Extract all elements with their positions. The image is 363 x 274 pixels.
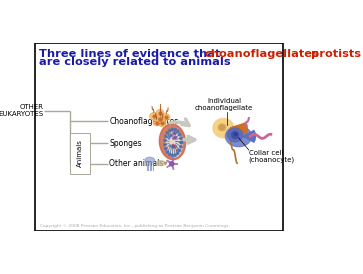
Circle shape bbox=[180, 141, 183, 144]
Circle shape bbox=[165, 135, 167, 138]
Circle shape bbox=[174, 129, 176, 131]
Text: choanoflagellates: choanoflagellates bbox=[205, 49, 319, 59]
Circle shape bbox=[172, 133, 174, 135]
Circle shape bbox=[166, 144, 168, 146]
Ellipse shape bbox=[213, 118, 234, 138]
Circle shape bbox=[177, 133, 179, 135]
Polygon shape bbox=[172, 165, 174, 170]
Circle shape bbox=[171, 132, 173, 134]
Ellipse shape bbox=[145, 157, 155, 164]
Circle shape bbox=[165, 147, 167, 150]
Circle shape bbox=[171, 128, 174, 131]
Text: Sponges: Sponges bbox=[109, 139, 142, 148]
Circle shape bbox=[172, 149, 174, 151]
Circle shape bbox=[180, 141, 183, 144]
Polygon shape bbox=[167, 160, 171, 163]
Circle shape bbox=[173, 147, 175, 149]
Ellipse shape bbox=[156, 115, 164, 123]
Ellipse shape bbox=[220, 125, 224, 129]
Circle shape bbox=[180, 137, 182, 139]
Circle shape bbox=[176, 141, 179, 144]
Ellipse shape bbox=[218, 124, 226, 131]
Text: Choanoflagellates: Choanoflagellates bbox=[109, 117, 179, 126]
Ellipse shape bbox=[153, 119, 160, 126]
Text: Individual
choanoflagellate: Individual choanoflagellate bbox=[195, 98, 253, 111]
Text: Copyright © 2008 Pearson Education, Inc., publishing as Pearson Benjamin Cumming: Copyright © 2008 Pearson Education, Inc.… bbox=[40, 224, 229, 228]
Circle shape bbox=[176, 149, 178, 151]
Circle shape bbox=[171, 137, 174, 139]
Circle shape bbox=[174, 154, 176, 156]
Polygon shape bbox=[172, 158, 174, 163]
Circle shape bbox=[166, 132, 169, 134]
Circle shape bbox=[167, 148, 168, 150]
Circle shape bbox=[172, 149, 174, 151]
Circle shape bbox=[174, 146, 175, 148]
Text: are closely related to animals: are closely related to animals bbox=[39, 56, 231, 67]
Text: Collar cell
(choanocyte): Collar cell (choanocyte) bbox=[249, 150, 295, 163]
Ellipse shape bbox=[156, 110, 164, 116]
Circle shape bbox=[176, 152, 179, 155]
Circle shape bbox=[173, 147, 175, 149]
Text: OTHER
EUKARYOTES: OTHER EUKARYOTES bbox=[0, 104, 43, 117]
Ellipse shape bbox=[150, 113, 158, 120]
Polygon shape bbox=[173, 163, 178, 164]
Circle shape bbox=[172, 133, 174, 135]
Circle shape bbox=[179, 149, 181, 152]
Circle shape bbox=[171, 134, 173, 136]
Ellipse shape bbox=[159, 124, 185, 160]
Ellipse shape bbox=[158, 120, 166, 127]
Circle shape bbox=[234, 133, 237, 136]
Circle shape bbox=[170, 162, 174, 166]
Ellipse shape bbox=[228, 128, 242, 142]
Text: Three lines of evidence that: Three lines of evidence that bbox=[39, 49, 224, 59]
Ellipse shape bbox=[163, 114, 170, 120]
Circle shape bbox=[180, 145, 182, 148]
Ellipse shape bbox=[166, 130, 182, 157]
Ellipse shape bbox=[225, 126, 252, 147]
Text: protists: protists bbox=[311, 49, 361, 59]
Circle shape bbox=[168, 129, 171, 132]
Circle shape bbox=[164, 143, 166, 146]
Circle shape bbox=[164, 139, 166, 142]
Circle shape bbox=[166, 151, 169, 153]
Circle shape bbox=[232, 132, 238, 138]
Text: Other animals: Other animals bbox=[109, 159, 164, 168]
Circle shape bbox=[179, 133, 181, 136]
Circle shape bbox=[171, 154, 174, 157]
Text: Animals: Animals bbox=[77, 139, 83, 167]
Circle shape bbox=[176, 130, 179, 133]
Circle shape bbox=[168, 153, 171, 156]
Polygon shape bbox=[167, 164, 171, 167]
Polygon shape bbox=[232, 123, 247, 133]
Ellipse shape bbox=[156, 161, 165, 165]
